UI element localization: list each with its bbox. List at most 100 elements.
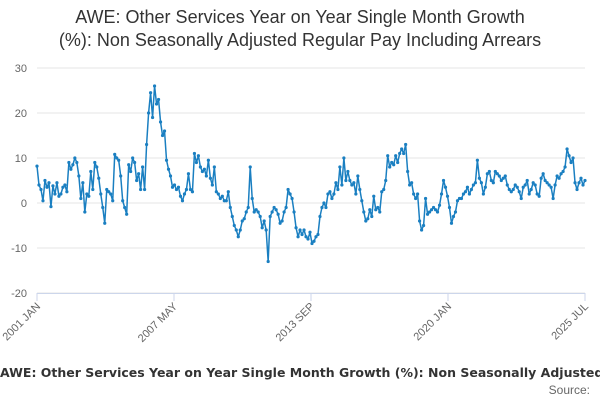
data-point	[573, 181, 577, 185]
data-point	[216, 192, 220, 196]
data-point	[260, 226, 264, 230]
data-point	[274, 208, 278, 212]
data-point	[59, 192, 63, 196]
data-point	[324, 205, 328, 210]
data-point	[398, 151, 402, 156]
data-point	[320, 205, 324, 210]
data-point	[334, 181, 338, 185]
data-point	[176, 185, 181, 189]
data-point	[346, 169, 350, 174]
data-point	[414, 196, 418, 201]
data-point	[145, 142, 149, 147]
data-point	[575, 187, 579, 192]
data-point	[364, 219, 368, 223]
data-point	[551, 196, 555, 201]
data-point	[290, 196, 294, 201]
data-point	[491, 181, 495, 185]
data-point	[314, 235, 318, 239]
data-point	[143, 187, 147, 192]
data-point	[234, 228, 238, 232]
data-point	[238, 228, 242, 232]
data-point	[99, 192, 103, 196]
data-point	[423, 196, 428, 201]
data-point	[41, 199, 45, 203]
data-point	[284, 205, 288, 210]
data-point	[75, 160, 79, 165]
data-point	[525, 178, 529, 183]
data-point	[561, 169, 565, 174]
data-point	[469, 187, 474, 192]
data-point	[549, 185, 553, 189]
data-point	[425, 212, 430, 216]
data-point	[541, 172, 545, 176]
data-point	[85, 192, 89, 196]
data-point	[487, 169, 491, 174]
data-point	[537, 194, 541, 198]
data-point	[396, 160, 400, 165]
legend[interactable]: AWE: Other Services Year on Year Single …	[0, 365, 600, 380]
data-point	[270, 210, 274, 214]
data-point	[421, 223, 426, 228]
data-point	[312, 239, 316, 243]
data-point	[571, 156, 575, 160]
data-point	[366, 217, 370, 221]
data-point	[186, 172, 191, 176]
data-point	[447, 205, 452, 210]
data-point	[105, 187, 109, 192]
data-point	[172, 183, 177, 187]
data-point	[437, 203, 442, 207]
data-point	[194, 160, 199, 165]
source-note: Source:	[548, 383, 590, 397]
data-point	[131, 156, 135, 160]
data-point	[370, 214, 374, 219]
data-point	[192, 151, 197, 156]
data-point	[252, 210, 256, 214]
data-point	[505, 183, 509, 187]
data-point	[465, 185, 470, 189]
data-point	[481, 192, 485, 196]
data-point	[410, 181, 414, 185]
data-point	[170, 185, 175, 189]
data-point	[196, 154, 201, 158]
data-point	[89, 169, 93, 174]
x-tick-label: 2001 JAN	[0, 301, 43, 344]
data-point	[418, 219, 422, 223]
data-point	[272, 205, 276, 210]
data-point	[513, 183, 517, 187]
data-point	[87, 194, 91, 198]
data-point	[256, 210, 260, 214]
data-point	[316, 232, 320, 237]
data-point	[529, 187, 533, 192]
data-point	[380, 190, 384, 194]
data-point	[497, 174, 501, 178]
data-point	[302, 228, 306, 232]
data-point	[121, 199, 125, 203]
legend-series-label[interactable]: AWE: Other Services Year on Year Single …	[0, 365, 600, 380]
data-point	[148, 91, 153, 95]
data-point	[45, 185, 49, 189]
data-point	[328, 190, 332, 194]
data-point	[318, 214, 322, 219]
data-point	[109, 192, 113, 196]
data-point	[91, 187, 95, 192]
data-point	[358, 187, 362, 192]
data-point	[53, 192, 57, 196]
data-point	[111, 199, 115, 203]
data-point	[73, 156, 77, 160]
chart-title-line-1: AWE: Other Services Year on Year Single …	[75, 7, 525, 27]
data-point	[133, 160, 137, 165]
data-point	[569, 160, 573, 165]
data-point	[83, 210, 87, 214]
data-point	[226, 190, 230, 194]
data-point	[250, 196, 254, 201]
data-point	[198, 165, 202, 169]
data-point	[232, 223, 236, 228]
data-point	[264, 228, 268, 232]
y-tick-label: 0	[21, 198, 27, 210]
data-point	[220, 194, 224, 198]
data-point	[372, 194, 376, 198]
data-point	[139, 187, 143, 192]
data-point	[467, 192, 472, 196]
data-point	[533, 183, 537, 187]
data-point	[388, 165, 392, 169]
